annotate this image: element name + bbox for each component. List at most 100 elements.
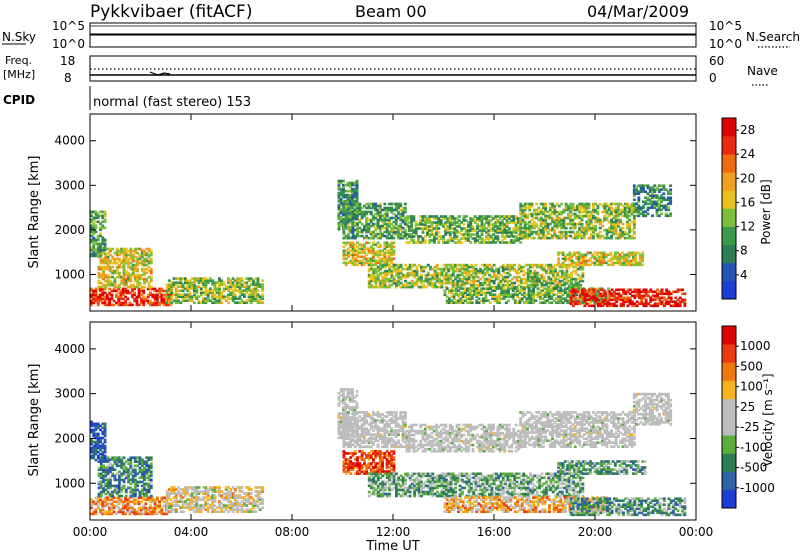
power-cell xyxy=(571,220,575,224)
velocity-cell xyxy=(104,460,108,464)
power-cell xyxy=(532,212,536,216)
power-cell xyxy=(523,214,527,218)
power-cell xyxy=(346,213,350,217)
power-cell xyxy=(466,289,470,293)
velocity-cell xyxy=(118,486,121,490)
power-cell xyxy=(101,236,105,240)
power-cell xyxy=(585,230,589,234)
power-cell xyxy=(571,224,575,228)
power-cell xyxy=(460,221,464,224)
power-cell xyxy=(660,212,663,216)
power-cell xyxy=(469,221,473,224)
power-cell xyxy=(348,193,352,197)
power-cell xyxy=(603,216,607,220)
power-cell xyxy=(454,287,458,291)
power-cell xyxy=(376,245,380,249)
power-cell xyxy=(383,253,387,257)
power-cell xyxy=(473,233,477,236)
power-cell xyxy=(374,232,378,236)
power-cell xyxy=(468,295,472,299)
power-cell xyxy=(111,257,115,261)
power-cell xyxy=(517,275,521,279)
power-cell xyxy=(626,202,629,206)
power-cell xyxy=(122,253,126,257)
power-cell xyxy=(681,300,684,304)
power-cell xyxy=(529,265,532,269)
power-cell xyxy=(136,281,140,285)
power-cell xyxy=(554,285,557,289)
power-cell xyxy=(103,226,107,230)
power-cell xyxy=(365,234,369,238)
power-cell xyxy=(392,224,396,228)
power-cell xyxy=(245,283,249,287)
power-cell xyxy=(381,208,384,212)
power-colorbar-tick-label: 4 xyxy=(740,268,748,282)
power-cell xyxy=(104,261,108,265)
power-cell xyxy=(127,273,130,277)
power-cell xyxy=(627,251,631,255)
power-cell xyxy=(561,263,565,267)
power-cell xyxy=(367,230,371,234)
power-cell xyxy=(387,206,391,210)
power-cell xyxy=(412,239,416,242)
power-cell xyxy=(569,222,573,226)
power-cell xyxy=(158,301,162,305)
power-cell xyxy=(614,202,618,206)
power-cell xyxy=(574,300,578,304)
power-cell xyxy=(450,291,454,295)
power-cell xyxy=(103,214,107,218)
power-cell xyxy=(540,277,544,281)
power-cell xyxy=(177,301,180,305)
power-cell xyxy=(604,255,608,259)
power-cell xyxy=(649,290,653,294)
power-cell xyxy=(92,222,96,226)
power-cell xyxy=(252,279,255,283)
power-cell xyxy=(392,208,396,212)
power-cell xyxy=(551,269,555,273)
power-cell xyxy=(538,295,542,299)
power-cell xyxy=(220,301,224,305)
power-cell xyxy=(351,249,355,253)
power-cell xyxy=(607,212,611,216)
power-cell xyxy=(101,220,105,224)
power-cell xyxy=(459,293,463,297)
power-cell xyxy=(92,218,96,222)
power-cell xyxy=(485,283,489,287)
power-cell xyxy=(376,218,380,222)
power-cell xyxy=(594,218,598,222)
power-cell xyxy=(390,259,394,263)
power-cell xyxy=(394,208,398,212)
power-cell xyxy=(628,296,632,300)
power-cell xyxy=(195,287,199,291)
power-cell xyxy=(138,283,142,287)
power-cell xyxy=(614,230,618,234)
power-cell xyxy=(619,220,623,224)
power-cell xyxy=(585,224,589,228)
power-cell xyxy=(115,249,119,253)
power-cell xyxy=(539,222,543,226)
velocity-cell xyxy=(153,498,157,502)
power-cell xyxy=(365,218,369,222)
power-cell xyxy=(657,202,661,206)
power-cell xyxy=(592,292,596,296)
power-cell xyxy=(575,293,579,297)
power-cell xyxy=(372,216,375,220)
power-cell xyxy=(553,206,557,210)
power-cell xyxy=(610,234,613,238)
power-cell xyxy=(623,236,627,240)
power-cell xyxy=(218,291,221,295)
power-cell xyxy=(202,281,205,285)
power-cell xyxy=(199,277,203,280)
velocity-cell xyxy=(169,498,173,502)
power-cell xyxy=(577,257,581,261)
power-cell xyxy=(381,281,385,285)
power-cell xyxy=(501,221,504,224)
velocity-cell xyxy=(124,498,127,502)
power-cell xyxy=(665,298,669,302)
power-cell xyxy=(448,237,452,240)
power-cell xyxy=(181,285,185,289)
power-cell xyxy=(344,257,348,261)
power-cell xyxy=(602,255,606,259)
power-cell xyxy=(135,299,139,303)
power-cell xyxy=(342,257,346,261)
